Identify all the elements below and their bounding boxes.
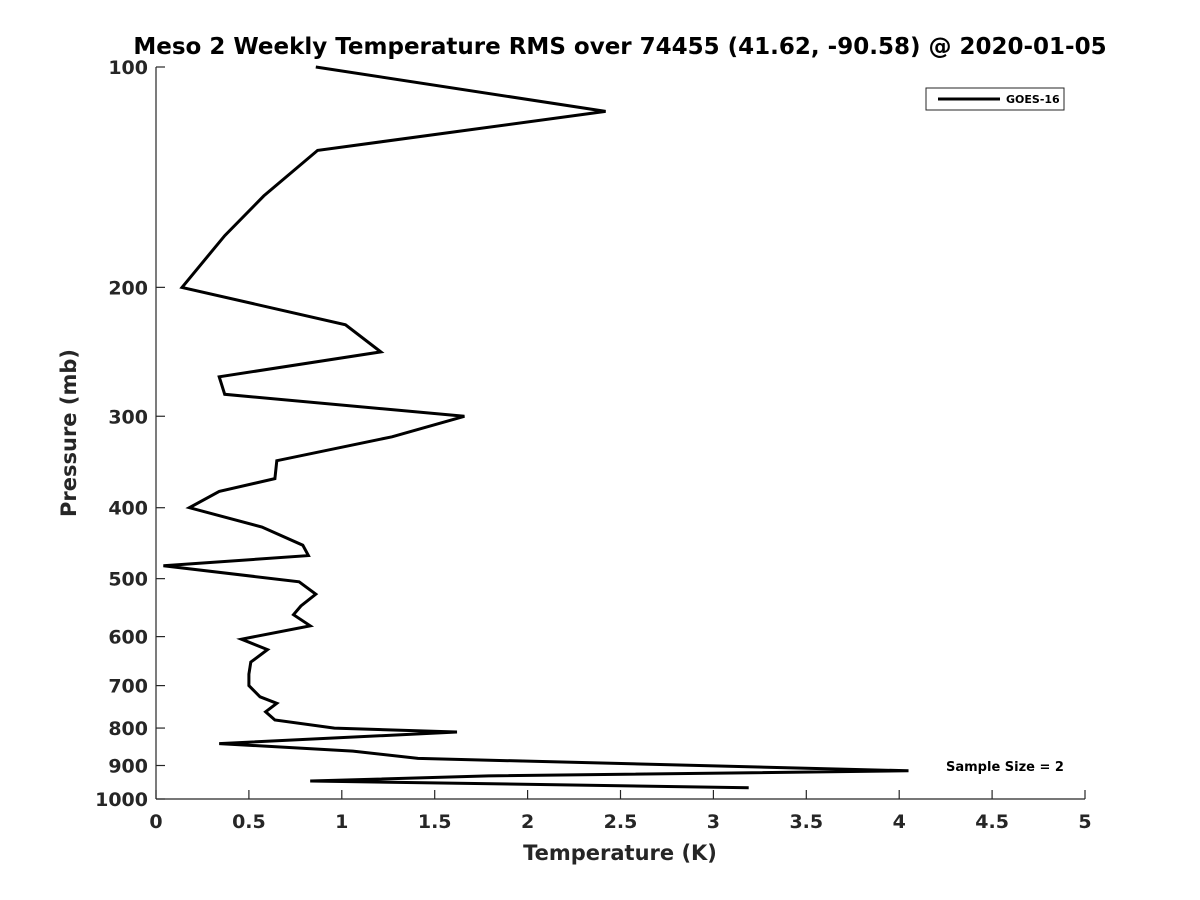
y-tick-label: 700 [108,676,148,698]
x-tick-label: 1.5 [418,811,452,833]
x-axis-label: Temperature (K) [523,841,717,865]
x-tick-label: 2 [521,811,534,833]
y-tick-label: 100 [108,57,148,79]
x-tick-label: 5 [1078,811,1091,833]
x-tick-label: 0 [149,811,162,833]
legend-label-goes-16: GOES-16 [1006,93,1060,106]
x-tick-label: 4 [893,811,906,833]
sample-size-annotation: Sample Size = 2 [946,760,1064,775]
y-tick-label: 500 [108,569,148,591]
x-tick-label: 3 [707,811,720,833]
y-axis-ticks: 100 200 300 400 500 600 700 800 900 1000 [95,57,165,811]
x-tick-label: 3.5 [789,811,823,833]
x-tick-label: 2.5 [604,811,638,833]
x-tick-label: 0.5 [232,811,266,833]
series-line-goes-16 [163,65,909,790]
legend: GOES-16 [925,87,1065,111]
y-tick-label: 200 [108,277,148,299]
x-axis-ticks: 0 0.5 1 1.5 2 2.5 3 3.5 4 4.5 5 [149,790,1092,833]
y-axis-label: Pressure (mb) [57,349,81,517]
y-tick-label: 400 [108,498,148,520]
chart-title: Meso 2 Weekly Temperature RMS over 74455… [133,34,1106,60]
y-tick-label: 900 [108,756,148,778]
plot-area [156,67,1085,799]
x-tick-label: 1 [335,811,348,833]
y-tick-label: 600 [108,627,148,649]
x-tick-label: 4.5 [975,811,1009,833]
y-tick-label: 300 [108,406,148,428]
y-tick-label: 1000 [95,789,148,811]
y-tick-label: 800 [108,718,148,740]
